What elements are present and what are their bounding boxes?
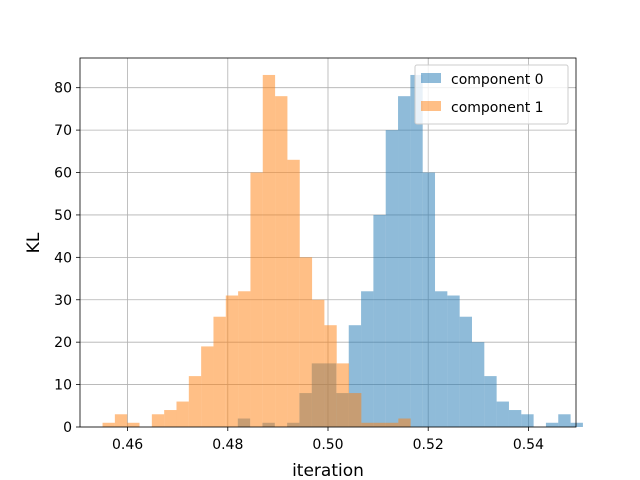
x-tick-label: 0.54 [513, 437, 544, 453]
histogram-bar-component-1 [275, 96, 288, 427]
histogram-bar-component-0 [459, 316, 472, 427]
legend-box [414, 64, 569, 125]
y-axis-label: KL [24, 232, 44, 253]
y-tick-label: 30 [54, 293, 72, 309]
x-axis-label: iteration [292, 461, 364, 480]
y-tick-label: 70 [54, 123, 72, 139]
y-tick-label: 0 [63, 420, 72, 436]
histogram-bar-component-1 [386, 422, 399, 427]
y-tick-label: 20 [54, 335, 72, 351]
histogram-bar-component-1 [361, 422, 374, 427]
histogram-bar-component-1 [164, 410, 177, 427]
histogram-bar-component-1 [324, 325, 337, 427]
legend-swatch-component-1 [421, 101, 441, 111]
histogram-bar-component-1 [151, 414, 165, 427]
histogram-bar-component-0 [496, 401, 509, 427]
histogram-bar-component-1 [102, 422, 115, 427]
histogram-bar-component-1 [373, 422, 387, 427]
legend-swatch-component-0 [421, 73, 441, 83]
histogram-bar-component-1 [250, 172, 263, 427]
y-tick-label: 10 [54, 378, 72, 394]
histogram-bar-component-0 [545, 422, 559, 427]
legend-label-component-1: component 1 [451, 100, 544, 116]
histogram-bar-component-0 [508, 410, 522, 427]
histogram-bar-component-1 [213, 316, 226, 427]
histogram-bar-component-1 [114, 414, 128, 427]
y-tick-label: 50 [54, 208, 72, 224]
y-tick-label: 40 [54, 250, 72, 266]
x-tick-label: 0.46 [112, 437, 143, 453]
histogram-bar-component-0 [373, 214, 386, 427]
histogram-bar-component-0 [521, 414, 534, 427]
x-tick-label: 0.48 [212, 437, 243, 453]
histogram-bar-component-1 [201, 346, 214, 427]
axis-ticks: 0.46 0.48 0.50 0.52 0.54 0 10 20 30 40 50 60 70 80 [54, 81, 544, 453]
histogram-bar-component-1 [287, 159, 300, 428]
y-tick-label: 60 [54, 166, 72, 182]
histogram-bar-component-0 [361, 291, 374, 427]
histogram-bar-component-0 [484, 376, 497, 427]
histogram-bars [102, 74, 583, 428]
x-tick-label: 0.52 [413, 437, 444, 453]
histogram-bar-component-1 [176, 401, 189, 427]
histogram-bar-component-1 [299, 257, 313, 427]
histogram-bar-component-0 [410, 74, 423, 427]
histogram-bar-component-1 [349, 393, 362, 427]
histogram-bar-component-0 [570, 422, 583, 427]
histogram-bar-component-0 [471, 342, 485, 427]
histogram-bar-component-1 [398, 418, 411, 427]
histogram-bar-component-1 [336, 363, 350, 427]
grid-lines [80, 58, 576, 428]
histogram-bar-component-0 [447, 295, 460, 427]
histogram-bar-component-0 [422, 172, 436, 427]
legend-label-component-0: component 0 [451, 72, 544, 88]
legend: component 0 component 1 [414, 64, 569, 125]
histogram-bar-component-1 [127, 422, 140, 427]
histogram-bar-component-1 [238, 291, 251, 427]
histogram-bar-component-1 [188, 376, 202, 427]
y-tick-label: 80 [54, 81, 72, 97]
histogram-bar-component-0 [435, 291, 448, 427]
histogram-bar-component-0 [385, 130, 399, 427]
histogram-bar-component-1 [262, 74, 276, 427]
histogram-bar-component-0 [398, 96, 411, 427]
histogram-bar-component-0 [558, 414, 571, 427]
histogram-bar-component-1 [225, 295, 239, 427]
x-tick-label: 0.50 [312, 437, 343, 453]
histogram-bar-component-1 [312, 299, 325, 427]
